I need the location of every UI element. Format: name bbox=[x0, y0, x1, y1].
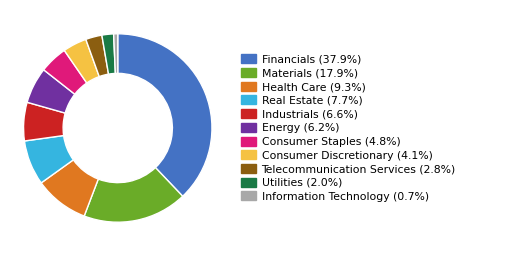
Wedge shape bbox=[27, 70, 75, 113]
Wedge shape bbox=[86, 35, 109, 77]
Wedge shape bbox=[44, 50, 87, 94]
Wedge shape bbox=[84, 168, 183, 222]
Wedge shape bbox=[25, 135, 73, 183]
Wedge shape bbox=[118, 34, 212, 196]
Legend: Financials (37.9%), Materials (17.9%), Health Care (9.3%), Real Estate (7.7%), I: Financials (37.9%), Materials (17.9%), H… bbox=[241, 54, 456, 202]
Wedge shape bbox=[102, 34, 115, 74]
Wedge shape bbox=[114, 34, 118, 73]
Wedge shape bbox=[41, 160, 98, 216]
Wedge shape bbox=[65, 39, 99, 83]
Wedge shape bbox=[24, 102, 65, 141]
